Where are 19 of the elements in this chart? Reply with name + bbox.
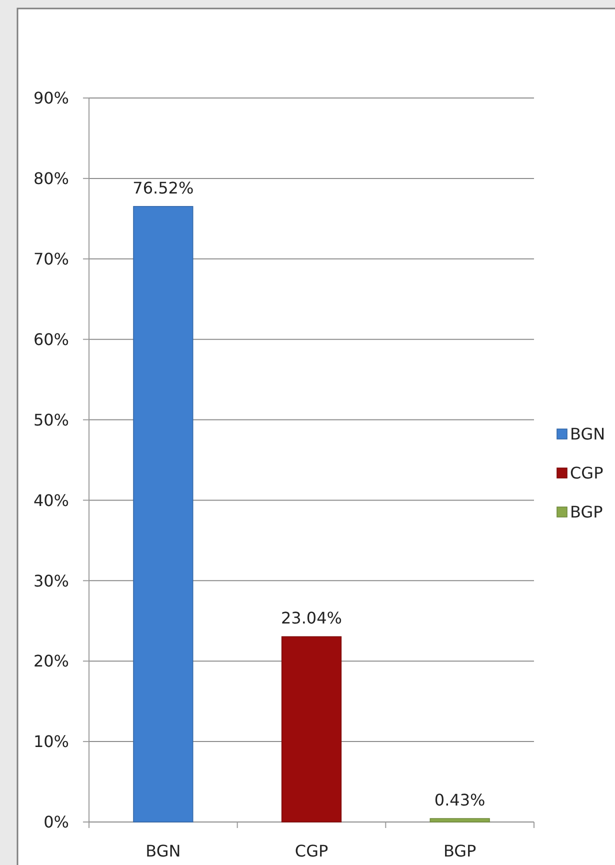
legend-label: BGP bbox=[570, 502, 604, 522]
x-tick-label: BGP bbox=[443, 842, 477, 861]
data-label: 76.52% bbox=[132, 178, 194, 198]
legend-label: CGP bbox=[570, 464, 604, 483]
y-tick-label: 40% bbox=[33, 490, 69, 510]
y-tick-label: 30% bbox=[33, 571, 69, 590]
x-tick-label: BGN bbox=[146, 842, 181, 861]
y-tick-label: 60% bbox=[33, 330, 69, 349]
legend-label: BGN bbox=[570, 424, 606, 444]
y-tick-label: 90% bbox=[33, 88, 69, 108]
y-tick-label: 10% bbox=[33, 732, 69, 752]
y-tick-label: 20% bbox=[33, 652, 69, 671]
y-tick-label: 0% bbox=[44, 812, 69, 832]
x-tick-label: CGP bbox=[294, 842, 328, 861]
y-tick-label: 70% bbox=[33, 249, 69, 268]
y-tick-label: 80% bbox=[33, 169, 69, 188]
data-label: 0.43% bbox=[434, 790, 486, 810]
data-label: 23.04% bbox=[280, 608, 342, 628]
y-tick-label: 50% bbox=[33, 410, 69, 430]
